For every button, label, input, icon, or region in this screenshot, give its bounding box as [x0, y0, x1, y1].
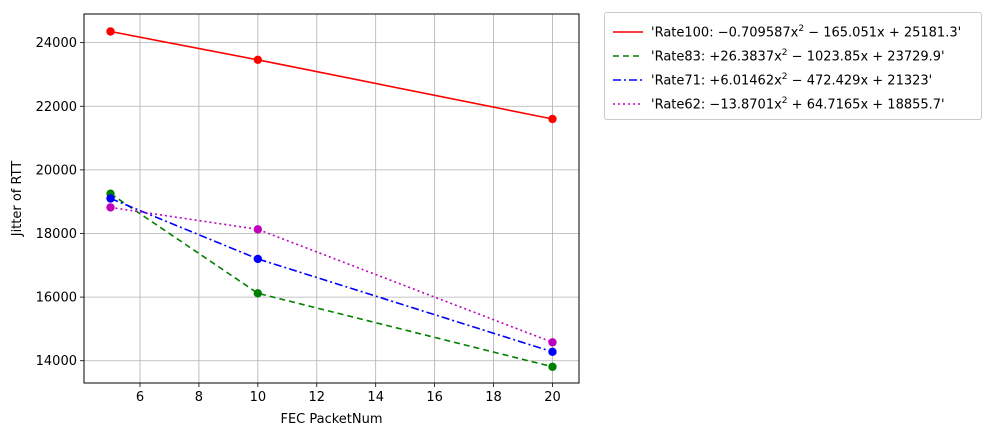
x-tick-label: 16 [426, 390, 443, 405]
x-tick-label: 12 [308, 390, 325, 405]
axes-frame [83, 13, 580, 384]
data-point-1 [548, 362, 557, 371]
legend-line-rate71 [613, 79, 643, 81]
y-tick-label: 24000 [36, 36, 77, 51]
legend-line-rate83 [613, 55, 643, 57]
data-point-2 [253, 254, 263, 264]
legend-label-rate100: 'Rate100: −0.709587x2 − 165.051x + 25181… [651, 24, 962, 41]
legend-entry-rate83: 'Rate83: +26.3837x2 − 1023.85x + 23729.9… [605, 45, 981, 67]
x-tick-label: 14 [367, 390, 384, 405]
series-line-3 [110, 206, 553, 344]
y-tick-label: 20000 [36, 163, 77, 178]
legend-line-rate62 [613, 103, 643, 105]
legend-line-rate100 [613, 31, 643, 33]
data-point-2 [548, 347, 557, 357]
legend: 'Rate100: −0.709587x2 − 165.051x + 25181… [604, 12, 982, 120]
x-tick-label: 6 [136, 390, 144, 405]
data-point-1 [253, 289, 263, 298]
series-line-2 [110, 197, 553, 353]
series-line-1 [110, 193, 553, 368]
x-tick-label: 18 [485, 390, 502, 405]
legend-entry-rate71: 'Rate71: +6.01462x2 − 472.429x + 21323' [605, 69, 981, 91]
data-point-0 [106, 27, 115, 36]
y-tick-label: 18000 [36, 227, 77, 242]
data-point-3 [548, 338, 557, 347]
legend-label-rate71: 'Rate71: +6.01462x2 − 472.429x + 21323' [651, 72, 933, 89]
x-tick-label: 20 [544, 390, 561, 405]
legend-entry-rate100: 'Rate100: −0.709587x2 − 165.051x + 25181… [605, 21, 981, 43]
data-point-0 [253, 55, 263, 65]
x-tick-label: 10 [250, 390, 267, 405]
legend-label-rate62: 'Rate62: −13.8701x2 + 64.7165x + 18855.7… [651, 96, 945, 113]
y-tick-label: 22000 [36, 100, 77, 115]
legend-label-rate83: 'Rate83: +26.3837x2 − 1023.85x + 23729.9… [651, 48, 945, 65]
x-tick-label: 8 [195, 390, 203, 405]
y-tick-label: 16000 [36, 291, 77, 306]
data-point-3 [106, 203, 115, 212]
x-axis-label: FEC PacketNum [280, 412, 382, 427]
legend-entry-rate62: 'Rate62: −13.8701x2 + 64.7165x + 18855.7… [605, 93, 981, 115]
data-point-3 [253, 225, 263, 234]
y-tick-label: 14000 [36, 354, 77, 369]
data-point-2 [106, 194, 115, 203]
data-point-0 [548, 114, 557, 124]
y-axis-label: Jitter of RTT [10, 161, 25, 238]
